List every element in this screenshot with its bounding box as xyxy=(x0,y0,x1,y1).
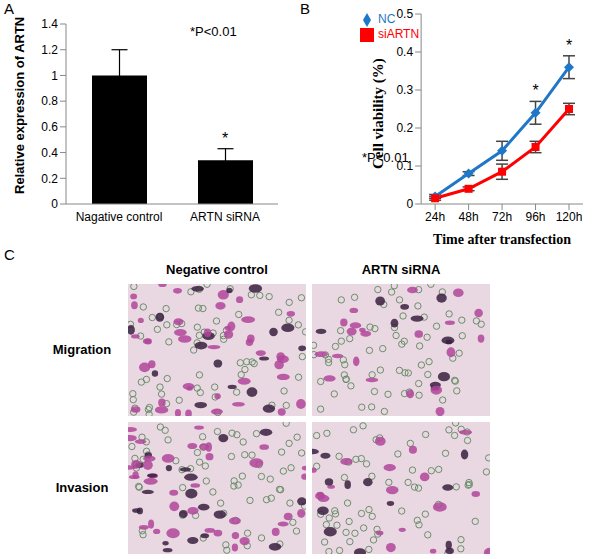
svg-text:0.5: 0.5 xyxy=(396,7,413,21)
svg-text:0.4: 0.4 xyxy=(396,45,413,59)
svg-text:*: * xyxy=(566,37,572,54)
svg-text:Nagative control: Nagative control xyxy=(76,210,163,224)
svg-text:1.2: 1.2 xyxy=(41,43,58,57)
svg-text:120h: 120h xyxy=(556,210,583,224)
svg-text:0: 0 xyxy=(51,197,58,211)
svg-text:0.6: 0.6 xyxy=(41,120,58,134)
svg-text:0.3: 0.3 xyxy=(396,83,413,97)
svg-text:0.4: 0.4 xyxy=(41,146,58,160)
svg-text:Time after transfection: Time after transfection xyxy=(433,232,571,247)
svg-text:0.2: 0.2 xyxy=(396,121,413,135)
svg-text:ARTN siRNA: ARTN siRNA xyxy=(190,210,260,224)
svg-text:*: * xyxy=(532,82,538,99)
svg-text:72h: 72h xyxy=(492,210,512,224)
svg-text:0.8: 0.8 xyxy=(41,94,58,108)
svg-text:Relative expression of ARTN: Relative expression of ARTN xyxy=(12,17,27,194)
svg-text:*: * xyxy=(222,130,228,147)
svg-text:96h: 96h xyxy=(526,210,546,224)
svg-text:0: 0 xyxy=(406,197,413,211)
svg-text:1: 1 xyxy=(51,69,58,83)
svg-text:1.4: 1.4 xyxy=(41,17,58,31)
svg-text:24h: 24h xyxy=(425,210,445,224)
svg-text:48h: 48h xyxy=(459,210,479,224)
svg-text:0.2: 0.2 xyxy=(41,172,58,186)
